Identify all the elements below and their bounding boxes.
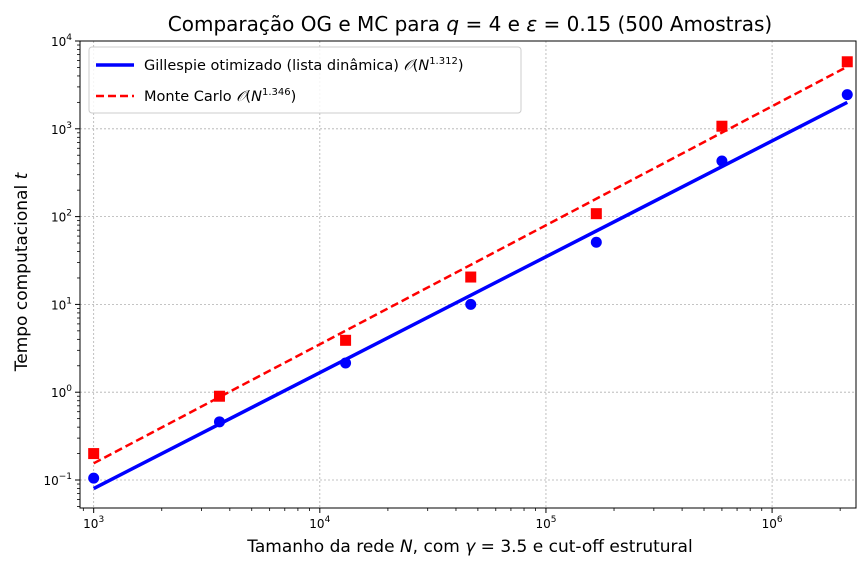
legend-label-monte-carlo: Monte Carlo 𝒪(N1.346)	[144, 87, 296, 105]
y-axis-label: Tempo computacional t	[12, 171, 32, 372]
y-tick-label: 103	[51, 121, 72, 137]
x-tick-label: 106	[762, 515, 783, 531]
data-point-monte-carlo	[841, 56, 853, 68]
chart-title: Comparação OG e MC para q = 4 e ε = 0.15…	[168, 12, 772, 36]
x-axis-label: Tamanho da rede N, com γ = 3.5 e cut-off…	[246, 537, 692, 557]
x-tick-label: 104	[309, 515, 330, 531]
legend: Gillespie otimizado (lista dinâmica) 𝒪(N…	[88, 46, 522, 114]
data-point-gillespie	[465, 298, 477, 310]
data-point-gillespie	[213, 416, 225, 428]
y-tick-label: 102	[51, 209, 72, 225]
y-tick-label: 10−1	[43, 472, 72, 488]
y-tick-label: 104	[51, 33, 72, 49]
y-tick-label: 100	[51, 384, 72, 400]
data-point-gillespie	[716, 155, 728, 167]
data-point-monte-carlo	[590, 208, 602, 220]
fit-line-gillespie	[92, 100, 849, 491]
legend-box	[88, 46, 522, 114]
fit-line-monte-carlo	[93, 65, 848, 465]
x-tick-label: 105	[535, 515, 556, 531]
data-point-monte-carlo	[213, 390, 225, 402]
grid	[80, 40, 856, 508]
axis-tick-labels: 103 104 105 106 10−1 100 101 102 103 104	[43, 33, 782, 531]
data-point-monte-carlo	[465, 271, 477, 283]
data-point-monte-carlo	[88, 448, 100, 460]
axis-ticks	[75, 40, 841, 513]
data-point-gillespie	[88, 472, 100, 484]
plot-area-frame	[79, 40, 857, 509]
x-tick-label: 103	[83, 515, 104, 531]
data-point-monte-carlo	[340, 334, 352, 346]
legend-label-gillespie: Gillespie otimizado (lista dinâmica) 𝒪(N…	[144, 56, 464, 74]
data-point-monte-carlo	[716, 120, 728, 132]
data-point-gillespie	[340, 357, 352, 369]
y-tick-label: 101	[51, 296, 72, 312]
data-point-gillespie	[841, 89, 853, 101]
data-markers	[88, 56, 853, 484]
data-point-gillespie	[590, 236, 602, 248]
